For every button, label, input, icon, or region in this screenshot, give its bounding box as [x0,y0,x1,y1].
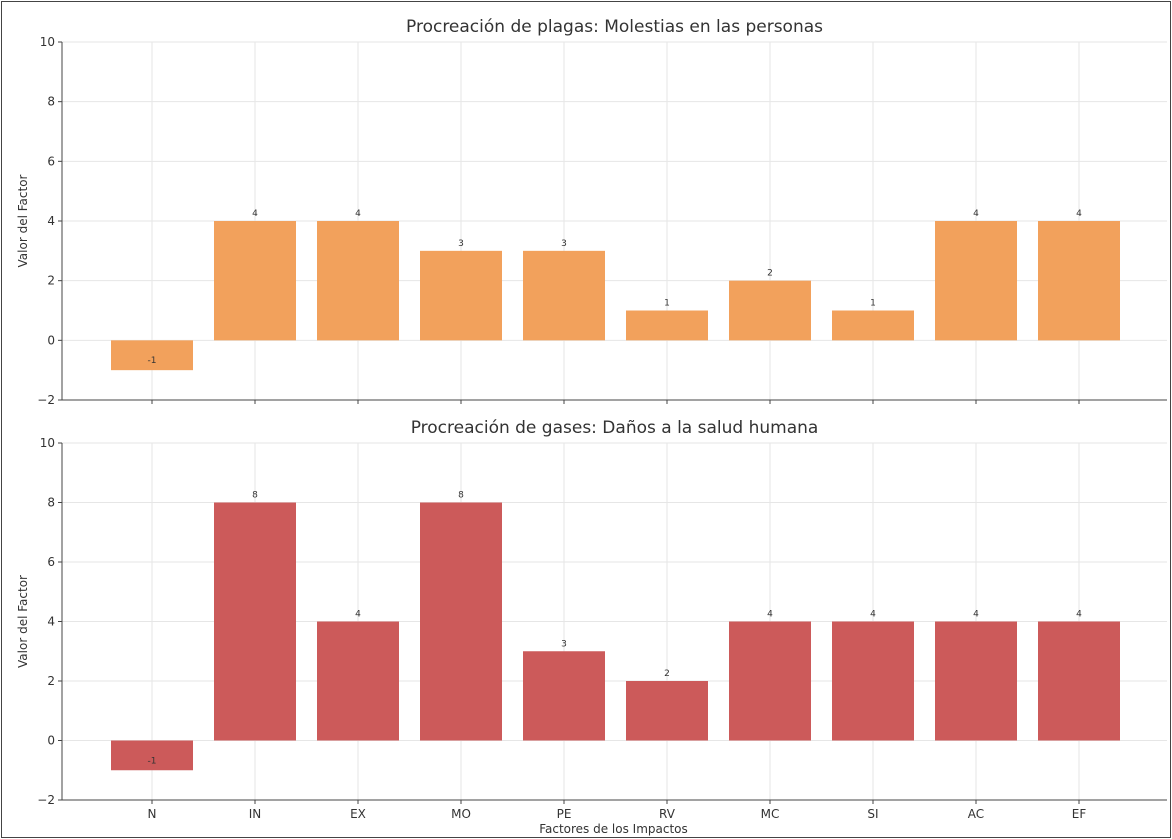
chart1-ytick-label-2: 2 [47,274,55,288]
chart1-data-label-EF: 4 [1076,209,1082,219]
chart1-title: Procreación de plagas: Molestias en las … [406,17,823,37]
chart2-data-label-SI: 4 [870,610,876,620]
chart1-data-label-PE: 3 [561,239,567,249]
chart1-bar-IN [214,221,296,341]
chart2-title: Procreación de gases: Daños a la salud h… [411,418,819,438]
chart1-bar-AC [935,221,1017,341]
chart1-bar-PE [523,250,605,341]
chart2-data-label-IN: 8 [252,491,258,501]
chart1-data-label-MO: 3 [458,239,464,249]
chart2-data-label-MC: 4 [767,610,773,620]
chart2-data-label-N: -1 [148,756,157,766]
chart2-data-label-PE: 3 [561,639,567,649]
chart2-ytick-label-3: 4 [47,615,55,629]
chart2-xtick-label-SI: SI [867,807,878,821]
chart2-xtick-label-EX: EX [350,807,366,821]
chart1-data-label-SI: 1 [870,299,876,309]
chart2-ytick-label-4: 6 [47,555,55,569]
chart1-ytick-label-1: 0 [47,333,55,347]
chart2-data-label-EX: 4 [355,610,361,620]
chart2-ytick-label-2: 2 [47,674,55,688]
chart2-xtick-label-EF: EF [1072,807,1087,821]
chart2-ytick-label-1: 0 [47,734,55,748]
chart1-bar-RV [626,310,708,341]
chart2-bar-MC [729,621,811,741]
chart1-ytick-label-5: 8 [47,95,55,109]
chart2-ytick-label-5: 8 [47,496,55,510]
chart1-data-label-RV: 1 [664,299,670,309]
chart1-bar-EX [317,221,399,341]
chart2-xtick-label-PE: PE [557,807,572,821]
chart2-xtick-label-N: N [148,807,157,821]
chart2-data-label-AC: 4 [973,610,979,620]
chart2-bar-EX [317,621,399,741]
chart2-ytick-label-0: −2 [37,793,55,807]
chart1-data-label-EX: 4 [355,209,361,219]
chart2-bar-PE [523,651,605,741]
chart2-xtick-label-MO: MO [451,807,471,821]
chart2-data-label-MO: 8 [458,491,464,501]
chart2-ytick-label-6: 10 [40,436,55,450]
chart2-bar-SI [832,621,914,741]
chart2-xtick-label-IN: IN [249,807,262,821]
chart1-ytick-label-0: −2 [37,393,55,407]
chart2-data-label-EF: 4 [1076,610,1082,620]
chart1-data-label-AC: 4 [973,209,979,219]
chart2-xtick-label-AC: AC [968,807,984,821]
chart1-ytick-label-3: 4 [47,214,55,228]
chart1-data-label-IN: 4 [252,209,258,219]
chart2-bar-IN [214,502,296,741]
chart1-bar-MO [420,250,502,341]
chart1-bar-MC [729,280,811,341]
chart1-data-label-N: -1 [148,356,157,366]
chart2-bar-N [111,740,193,771]
chart2-bar-RV [626,681,708,741]
chart1-bar-SI [832,310,914,341]
chart2-ylabel: Valor del Factor [16,575,30,668]
chart2-xtick-label-RV: RV [659,807,676,821]
chart2-bar-EF [1038,621,1120,741]
chart2-xlabel: Factores de los Impactos [539,822,688,836]
chart2-xtick-label-MC: MC [761,807,780,821]
chart1-bar-N [111,340,193,371]
chart1-data-label-MC: 2 [767,269,773,279]
chart2-bar-MO [420,502,502,741]
chart2-bar-AC [935,621,1017,741]
chart1-ytick-label-4: 6 [47,154,55,168]
chart2-data-label-RV: 2 [664,669,670,679]
chart1-ytick-label-6: 10 [40,35,55,49]
chart1-bar-EF [1038,221,1120,341]
chart1-ylabel: Valor del Factor [16,174,30,267]
